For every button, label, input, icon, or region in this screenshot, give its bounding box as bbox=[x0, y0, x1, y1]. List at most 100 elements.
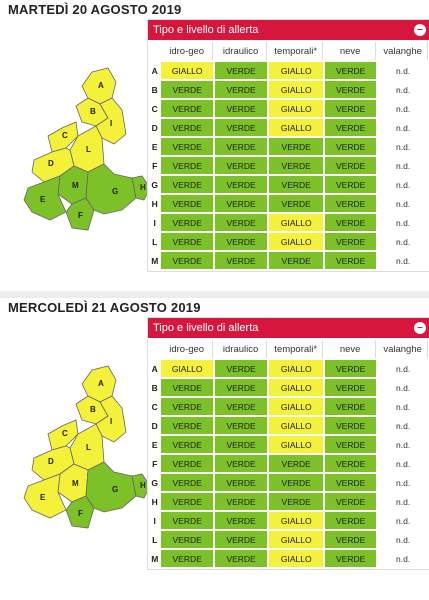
alert-cell: GIALLO bbox=[269, 233, 324, 250]
alert-cell: VERDE bbox=[214, 81, 268, 98]
alert-cell: n.d. bbox=[378, 417, 428, 434]
alert-cell: n.d. bbox=[378, 138, 428, 155]
alert-cell: n.d. bbox=[378, 100, 428, 117]
table-row: E VERDE VERDE VERDE VERDE n.d. bbox=[150, 138, 428, 155]
zone-letter: M bbox=[150, 550, 160, 567]
alert-cell: VERDE bbox=[161, 550, 213, 567]
table-row: I VERDE VERDE GIALLO VERDE n.d. bbox=[150, 512, 428, 529]
column-header: idraulico bbox=[215, 42, 268, 60]
zone-letter: L bbox=[150, 233, 160, 250]
alert-cell: GIALLO bbox=[269, 531, 324, 548]
table-header-row: idro-geo idraulico temporali* neve valanghe bbox=[150, 42, 428, 60]
alert-cell: VERDE bbox=[325, 550, 377, 567]
table-row: H VERDE VERDE VERDE VERDE n.d. bbox=[150, 493, 428, 510]
collapse-icon[interactable]: – bbox=[414, 24, 426, 36]
alert-cell: VERDE bbox=[214, 157, 268, 174]
zone-h-label: H bbox=[140, 481, 146, 490]
zone-l-label: L bbox=[86, 145, 91, 154]
alert-cell: VERDE bbox=[161, 176, 213, 193]
alert-cell: VERDE bbox=[325, 252, 377, 269]
zone-letter: A bbox=[150, 360, 160, 377]
alert-cell: n.d. bbox=[378, 493, 428, 510]
alert-panel-header[interactable]: Tipo e livello di allerta – bbox=[148, 20, 429, 40]
alert-cell: GIALLO bbox=[269, 550, 324, 567]
column-header: valanghe bbox=[378, 42, 428, 60]
alert-cell: n.d. bbox=[378, 474, 428, 491]
zone-map-svg: A B I C L D M E F G H bbox=[23, 67, 151, 231]
day-date: MERCOLEDÌ 21 AGOSTO 2019 bbox=[8, 300, 201, 315]
alert-cell: GIALLO bbox=[269, 512, 324, 529]
alert-cell: VERDE bbox=[269, 493, 324, 510]
zone-m-label: M bbox=[72, 181, 79, 190]
table-row: C VERDE VERDE GIALLO VERDE n.d. bbox=[150, 100, 428, 117]
alert-cell: VERDE bbox=[325, 176, 377, 193]
table-row: H VERDE VERDE VERDE VERDE n.d. bbox=[150, 195, 428, 212]
alert-panel: Tipo e livello di allerta – idro-geo idra… bbox=[147, 19, 429, 272]
alert-cell: VERDE bbox=[161, 474, 213, 491]
zone-letter: B bbox=[150, 81, 160, 98]
alert-cell: VERDE bbox=[161, 252, 213, 269]
zone-g-area bbox=[85, 163, 137, 215]
alert-cell: GIALLO bbox=[269, 398, 324, 415]
alert-cell: VERDE bbox=[269, 474, 324, 491]
alert-cell: VERDE bbox=[161, 214, 213, 231]
alert-cell: VERDE bbox=[214, 550, 268, 567]
zone-b-label: B bbox=[90, 107, 96, 116]
alert-cell: GIALLO bbox=[269, 360, 324, 377]
column-header: neve bbox=[325, 340, 377, 358]
zone-i-area bbox=[95, 97, 127, 145]
alert-cell: VERDE bbox=[325, 157, 377, 174]
alert-cell: VERDE bbox=[161, 531, 213, 548]
zone-i-label: I bbox=[110, 417, 112, 426]
alert-cell: VERDE bbox=[214, 436, 268, 453]
zone-g-label: G bbox=[112, 187, 118, 196]
alert-cell: GIALLO bbox=[161, 360, 213, 377]
zone-map-svg: A B I C L D M E F G H bbox=[23, 365, 151, 529]
alert-cell: VERDE bbox=[325, 512, 377, 529]
alert-cell: VERDE bbox=[214, 455, 268, 472]
zone-letter: B bbox=[150, 379, 160, 396]
zone-letter: H bbox=[150, 493, 160, 510]
alert-cell: GIALLO bbox=[269, 436, 324, 453]
alert-cell: VERDE bbox=[161, 233, 213, 250]
alert-cell: n.d. bbox=[378, 214, 428, 231]
alert-cell: VERDE bbox=[214, 214, 268, 231]
piemonte-zone-map: A B I C L D M E F G H bbox=[4, 350, 154, 550]
zone-g-area bbox=[85, 461, 137, 513]
alert-cell: n.d. bbox=[378, 360, 428, 377]
table-row: M VERDE VERDE GIALLO VERDE n.d. bbox=[150, 550, 428, 567]
zone-letter: C bbox=[150, 398, 160, 415]
alert-cell: VERDE bbox=[214, 119, 268, 136]
alert-cell: VERDE bbox=[214, 138, 268, 155]
column-header: idro-geo bbox=[161, 340, 213, 358]
alert-cell: n.d. bbox=[378, 436, 428, 453]
column-header: idraulico bbox=[215, 340, 268, 358]
zone-d-label: D bbox=[48, 159, 54, 168]
alert-cell: VERDE bbox=[214, 398, 268, 415]
zone-c-label: C bbox=[62, 131, 68, 140]
table-row: C VERDE VERDE GIALLO VERDE n.d. bbox=[150, 398, 428, 415]
table-row: G VERDE VERDE VERDE VERDE n.d. bbox=[150, 474, 428, 491]
alert-cell: VERDE bbox=[325, 455, 377, 472]
zone-letter: C bbox=[150, 100, 160, 117]
collapse-icon[interactable]: – bbox=[414, 322, 426, 334]
alert-cell: VERDE bbox=[161, 379, 213, 396]
alert-cell: VERDE bbox=[161, 417, 213, 434]
day-date: MARTEDÌ 20 AGOSTO 2019 bbox=[8, 2, 182, 17]
alert-cell: VERDE bbox=[325, 195, 377, 212]
zone-d-label: D bbox=[48, 457, 54, 466]
zone-l-label: L bbox=[86, 443, 91, 452]
table-row: B VERDE VERDE GIALLO VERDE n.d. bbox=[150, 81, 428, 98]
column-header: idro-geo bbox=[161, 42, 213, 60]
zone-letter: F bbox=[150, 455, 160, 472]
alert-panel-header[interactable]: Tipo e livello di allerta – bbox=[148, 318, 429, 338]
alert-cell: VERDE bbox=[325, 493, 377, 510]
zone-f-label: F bbox=[78, 211, 83, 220]
table-row: L VERDE VERDE GIALLO VERDE n.d. bbox=[150, 233, 428, 250]
alert-cell: VERDE bbox=[161, 138, 213, 155]
zone-a-label: A bbox=[98, 81, 104, 90]
alert-cell: VERDE bbox=[214, 176, 268, 193]
alert-cell: VERDE bbox=[214, 233, 268, 250]
